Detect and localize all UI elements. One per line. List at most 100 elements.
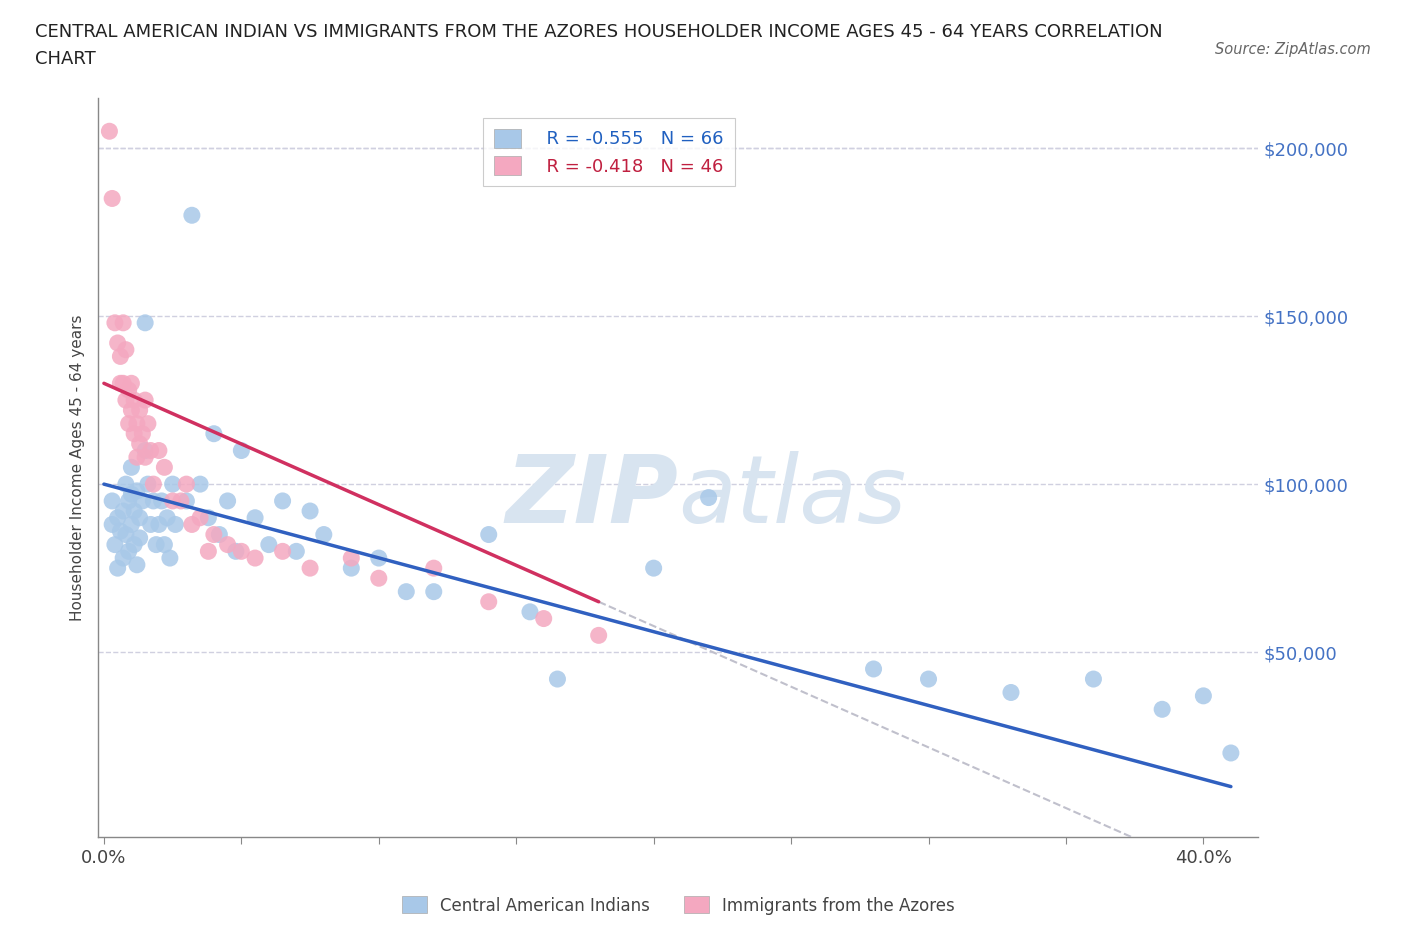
Point	[197, 511, 219, 525]
Point	[122, 503, 145, 518]
Point	[533, 611, 555, 626]
Point	[112, 315, 135, 330]
Point	[1152, 702, 1174, 717]
Point	[98, 124, 121, 139]
Point	[142, 494, 165, 509]
Text: CENTRAL AMERICAN INDIAN VS IMMIGRANTS FROM THE AZORES HOUSEHOLDER INCOME AGES 45: CENTRAL AMERICAN INDIAN VS IMMIGRANTS FR…	[35, 23, 1163, 68]
Point	[153, 538, 176, 552]
Point	[101, 517, 124, 532]
Point	[208, 527, 231, 542]
Point	[367, 551, 389, 565]
Point	[395, 584, 418, 599]
Point	[101, 494, 124, 509]
Point	[139, 443, 162, 458]
Point	[188, 477, 211, 492]
Point	[519, 604, 541, 619]
Point	[180, 517, 202, 532]
Point	[112, 376, 135, 391]
Point	[217, 538, 239, 552]
Point	[125, 484, 148, 498]
Point	[101, 191, 124, 206]
Point	[588, 628, 610, 643]
Point	[312, 527, 335, 542]
Point	[367, 571, 389, 586]
Point	[131, 426, 153, 441]
Point	[104, 315, 127, 330]
Point	[131, 494, 153, 509]
Point	[134, 450, 156, 465]
Point	[110, 349, 132, 364]
Text: ZIP: ZIP	[506, 451, 678, 543]
Point	[423, 561, 446, 576]
Point	[217, 494, 239, 509]
Point	[697, 490, 720, 505]
Point	[202, 426, 225, 441]
Point	[176, 477, 198, 492]
Point	[159, 551, 181, 565]
Y-axis label: Householder Income Ages 45 - 64 years: Householder Income Ages 45 - 64 years	[69, 314, 84, 620]
Point	[115, 392, 138, 407]
Point	[128, 436, 150, 451]
Point	[120, 486, 142, 501]
Point	[136, 417, 159, 432]
Text: Source: ZipAtlas.com: Source: ZipAtlas.com	[1215, 42, 1371, 57]
Point	[125, 557, 148, 572]
Point	[148, 443, 170, 458]
Point	[104, 538, 127, 552]
Point	[1192, 688, 1215, 703]
Point	[231, 443, 253, 458]
Point	[423, 584, 446, 599]
Point	[271, 544, 294, 559]
Point	[134, 443, 156, 458]
Point	[148, 517, 170, 532]
Point	[107, 511, 129, 525]
Point	[1219, 746, 1241, 761]
Point	[243, 511, 266, 525]
Point	[170, 494, 193, 509]
Point	[862, 661, 884, 676]
Point	[165, 517, 187, 532]
Point	[128, 403, 150, 418]
Point	[478, 594, 501, 609]
Point	[257, 538, 280, 552]
Point	[122, 392, 145, 407]
Point	[162, 494, 184, 509]
Point	[115, 342, 138, 357]
Point	[142, 477, 165, 492]
Point	[340, 551, 363, 565]
Point	[546, 671, 568, 686]
Point	[107, 336, 129, 351]
Point	[145, 538, 167, 552]
Point	[112, 503, 135, 518]
Point	[176, 494, 198, 509]
Point	[197, 544, 219, 559]
Point	[110, 376, 132, 391]
Point	[162, 477, 184, 492]
Point	[115, 527, 138, 542]
Point	[118, 417, 141, 432]
Point	[128, 511, 150, 525]
Point	[125, 450, 148, 465]
Legend: Central American Indians, Immigrants from the Azores: Central American Indians, Immigrants fro…	[395, 890, 962, 922]
Point	[115, 477, 138, 492]
Point	[120, 376, 142, 391]
Point	[120, 403, 142, 418]
Point	[110, 524, 132, 538]
Point	[188, 511, 211, 525]
Point	[136, 477, 159, 492]
Point	[271, 494, 294, 509]
Point	[153, 460, 176, 474]
Point	[118, 544, 141, 559]
Point	[243, 551, 266, 565]
Point	[107, 561, 129, 576]
Point	[122, 426, 145, 441]
Point	[643, 561, 665, 576]
Point	[285, 544, 308, 559]
Point	[139, 517, 162, 532]
Point	[202, 527, 225, 542]
Point	[134, 392, 156, 407]
Text: atlas: atlas	[678, 451, 907, 542]
Point	[156, 511, 179, 525]
Point	[299, 503, 322, 518]
Point	[917, 671, 939, 686]
